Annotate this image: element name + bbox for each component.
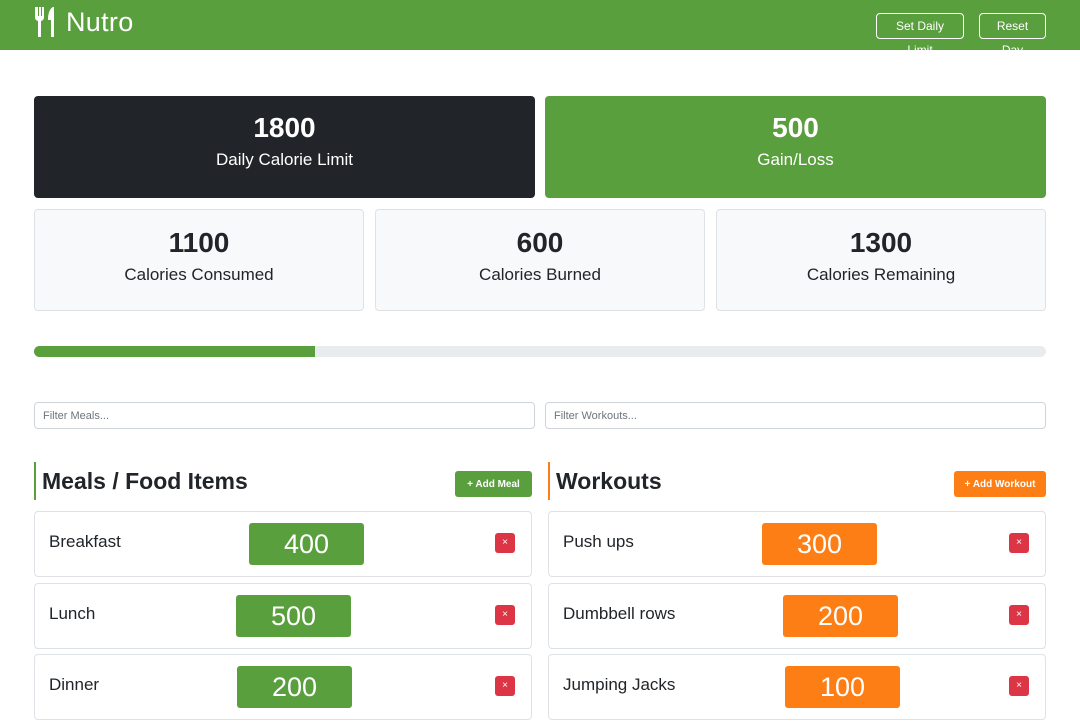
meal-name: Breakfast: [49, 532, 121, 551]
calorie-progress-bar: [34, 346, 1046, 357]
delete-workout-button[interactable]: ×: [1009, 533, 1029, 553]
calories-burned-value: 600: [516, 227, 564, 258]
workout-calories-badge: 300: [762, 523, 877, 565]
workout-name: Dumbbell rows: [563, 604, 676, 623]
meal-item: Dinner 200 ×: [34, 654, 532, 720]
workouts-section-title: Workouts: [548, 462, 662, 500]
calories-burned-label: Calories Burned: [479, 265, 601, 284]
gain-loss-value: 500: [772, 112, 819, 143]
delete-meal-button[interactable]: ×: [495, 533, 515, 553]
workout-item: Jumping Jacks 100 ×: [548, 654, 1046, 720]
delete-workout-button[interactable]: ×: [1009, 676, 1029, 696]
calories-burned-card: 600 Calories Burned: [375, 209, 705, 311]
workout-calories-badge: 100: [785, 666, 900, 708]
calories-remaining-label: Calories Remaining: [806, 265, 956, 284]
gain-loss-card: 500 Gain/Loss: [545, 96, 1046, 198]
calories-remaining-card: 1300 Calories Remaining: [716, 209, 1046, 311]
meal-calories-badge: 500: [236, 595, 351, 637]
filter-meals-input[interactable]: [34, 402, 535, 429]
workout-name: Push ups: [563, 532, 634, 551]
brand-name: Nutro: [66, 6, 134, 37]
utensils-icon: [34, 7, 54, 37]
delete-meal-button[interactable]: ×: [495, 605, 515, 625]
set-daily-limit-button[interactable]: Set Daily Limit: [876, 13, 964, 57]
calories-consumed-card: 1100 Calories Consumed: [34, 209, 364, 311]
delete-workout-button[interactable]: ×: [1009, 605, 1029, 625]
filter-workouts-input[interactable]: [545, 402, 1046, 429]
reset-day-button[interactable]: Reset Day: [979, 13, 1046, 57]
meals-section-title: Meals / Food Items: [34, 462, 248, 500]
add-workout-button[interactable]: + Add Workout: [954, 471, 1046, 497]
workout-calories-badge: 200: [783, 595, 898, 637]
brand-logo[interactable]: Nutro: [33, 6, 134, 38]
workout-item: Push ups 300 ×: [548, 511, 1046, 577]
calories-consumed-label: Calories Consumed: [124, 265, 274, 284]
delete-meal-button[interactable]: ×: [495, 676, 515, 696]
meal-calories-badge: 400: [249, 523, 364, 565]
daily-limit-value: 1800: [253, 112, 316, 143]
calories-remaining-value: 1300: [849, 227, 913, 258]
meal-item: Lunch 500 ×: [34, 583, 532, 649]
meal-name: Dinner: [49, 675, 100, 694]
daily-limit-card: 1800 Daily Calorie Limit: [34, 96, 535, 198]
meal-item: Breakfast 400 ×: [34, 511, 532, 577]
workout-item: Dumbbell rows 200 ×: [548, 583, 1046, 649]
meal-calories-badge: 200: [237, 666, 352, 708]
calories-consumed-value: 1100: [168, 227, 230, 258]
add-meal-button[interactable]: + Add Meal: [455, 471, 532, 497]
meal-name: Lunch: [49, 604, 96, 623]
gain-loss-label: Gain/Loss: [757, 150, 834, 169]
workout-name: Jumping Jacks: [563, 675, 676, 694]
daily-limit-label: Daily Calorie Limit: [216, 150, 353, 169]
progress-fill: [34, 346, 316, 357]
navbar: Nutro Set Daily Limit Reset Day: [0, 0, 1080, 57]
